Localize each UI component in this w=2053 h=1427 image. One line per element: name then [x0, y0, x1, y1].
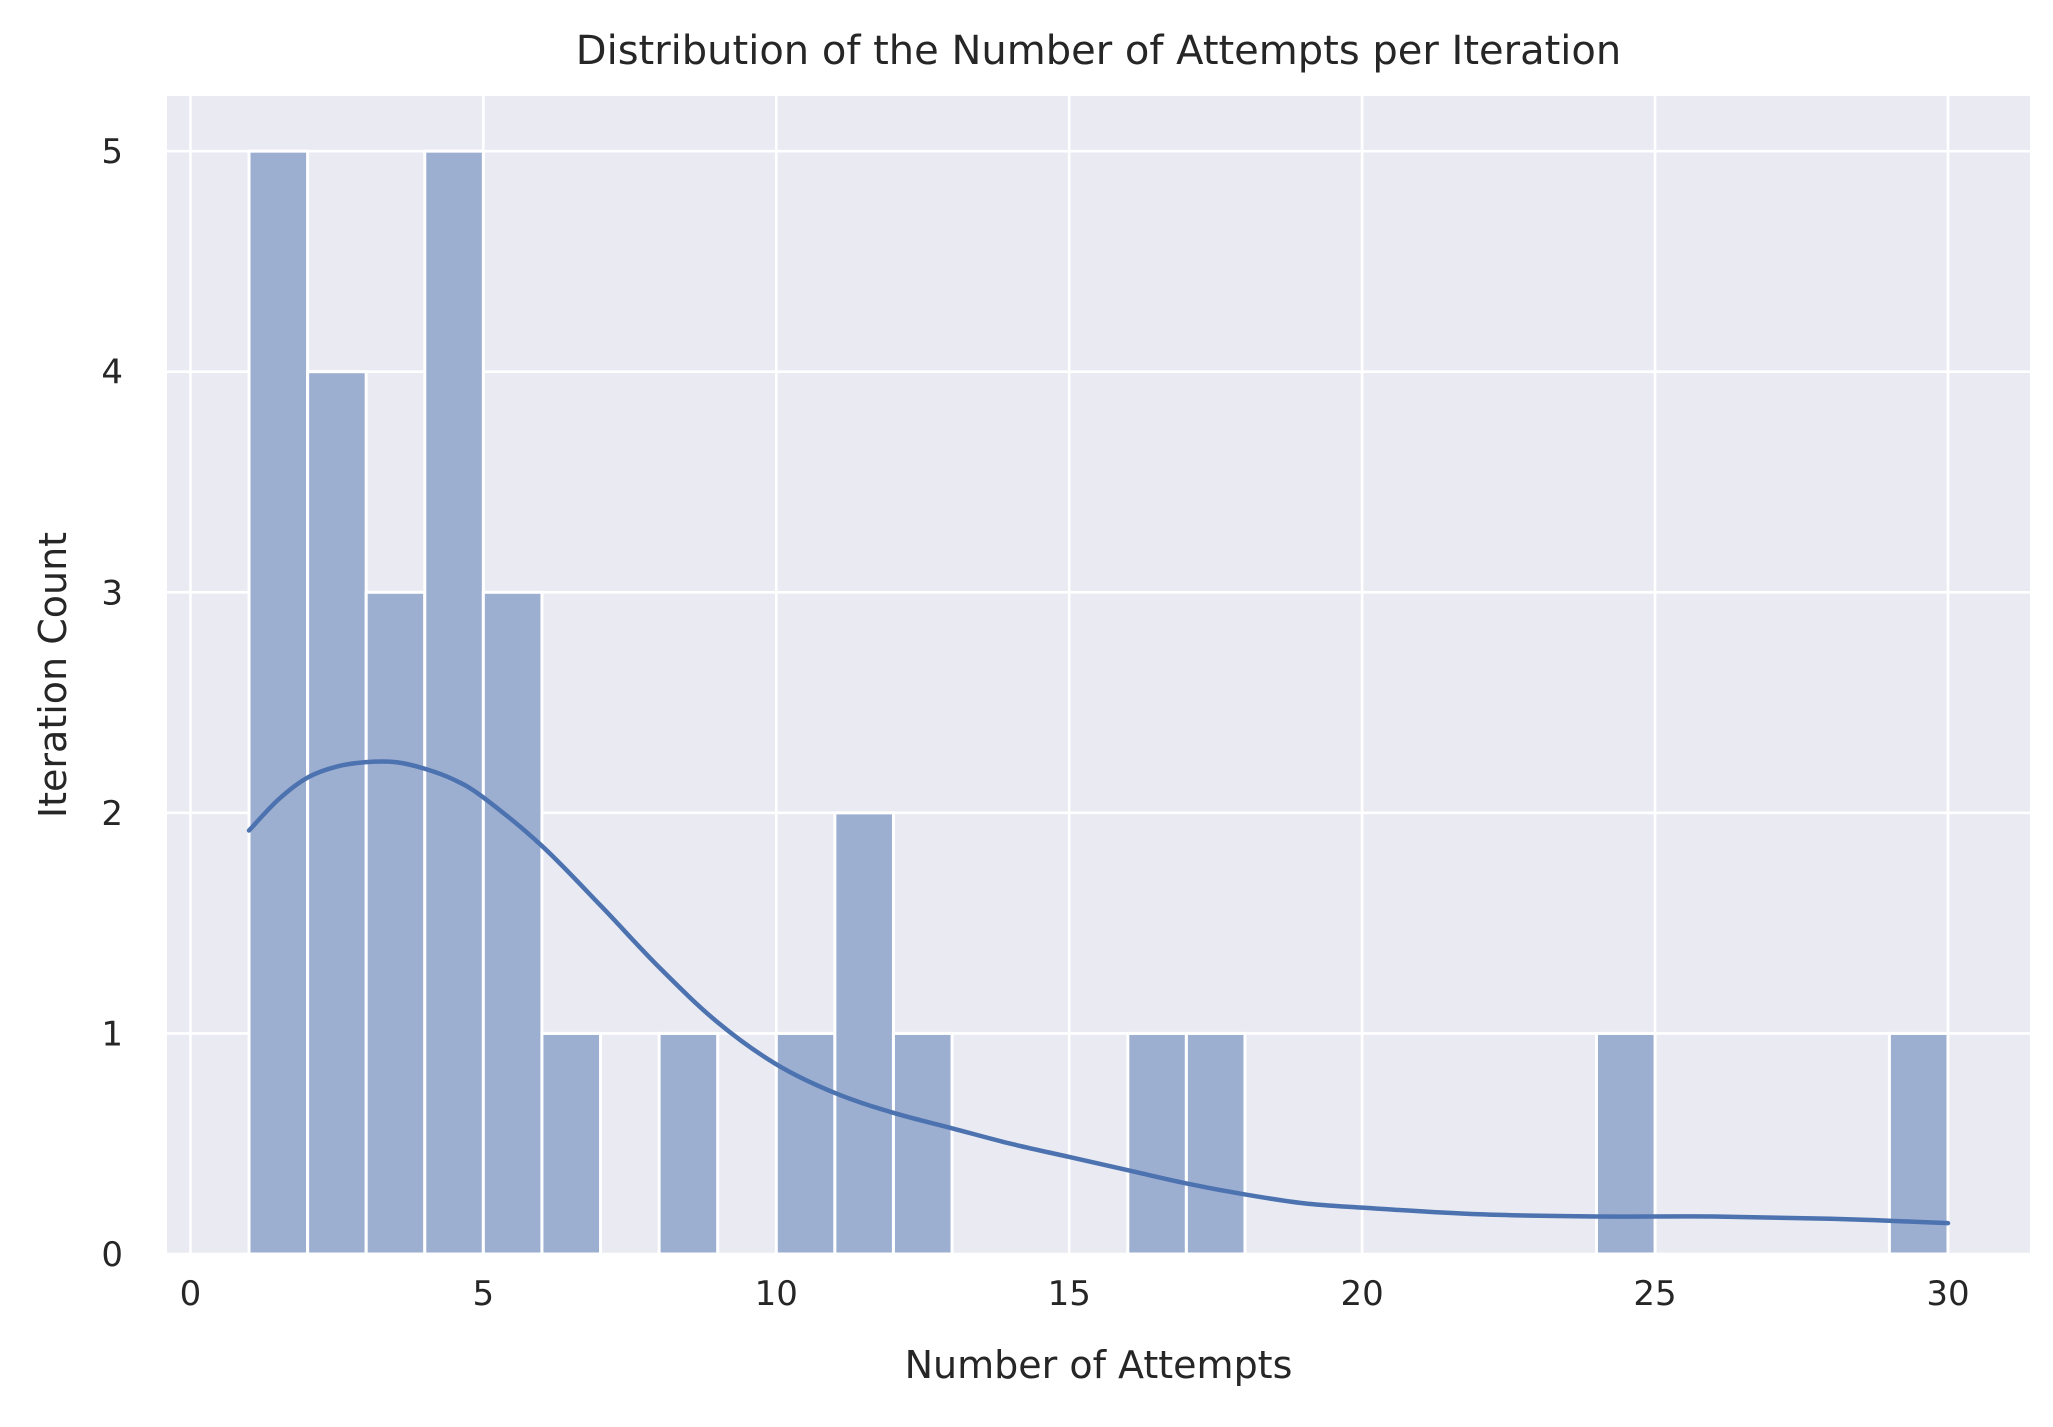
y-axis-ticks: 0 1 2 3 4 5 — [101, 132, 123, 1275]
y-tick-label: 2 — [101, 794, 123, 834]
x-tick-label: 30 — [1926, 1274, 1969, 1314]
histogram-bar — [481, 590, 544, 1256]
x-tick-label: 25 — [1633, 1274, 1676, 1314]
chart-title: Distribution of the Number of Attempts p… — [576, 28, 1621, 74]
histogram-bars — [247, 149, 1950, 1256]
histogram-bar — [657, 1031, 720, 1256]
histogram-bar — [423, 149, 485, 1256]
y-axis-label: Iteration Count — [31, 532, 75, 818]
histogram-bar — [774, 1031, 837, 1256]
y-tick-label: 4 — [101, 353, 123, 393]
histogram-bar — [1594, 1031, 1657, 1256]
histogram-bar — [833, 811, 895, 1256]
x-tick-label: 15 — [1048, 1274, 1091, 1314]
histogram-bar — [540, 1031, 603, 1256]
y-tick-label: 3 — [101, 573, 123, 613]
kde-curve — [246, 759, 1951, 1226]
x-tick-label: 20 — [1340, 1274, 1383, 1314]
histogram-bar — [1126, 1031, 1188, 1256]
histogram-bar — [364, 590, 427, 1256]
x-tick-label: 0 — [180, 1274, 202, 1314]
x-tick-label: 10 — [755, 1274, 798, 1314]
x-axis-ticks: 0 5 10 15 20 25 30 — [180, 1274, 1970, 1314]
y-tick-label: 0 — [101, 1235, 123, 1275]
histogram-bar — [247, 149, 310, 1256]
histogram-bar — [1887, 1031, 1950, 1256]
y-tick-label: 5 — [101, 132, 123, 172]
x-axis-label: Number of Attempts — [905, 1343, 1293, 1387]
y-tick-label: 1 — [101, 1014, 123, 1054]
histogram-bar — [891, 1031, 954, 1256]
x-tick-label: 5 — [473, 1274, 495, 1314]
histogram-bar — [306, 370, 368, 1256]
histogram-bar — [1184, 1031, 1247, 1256]
